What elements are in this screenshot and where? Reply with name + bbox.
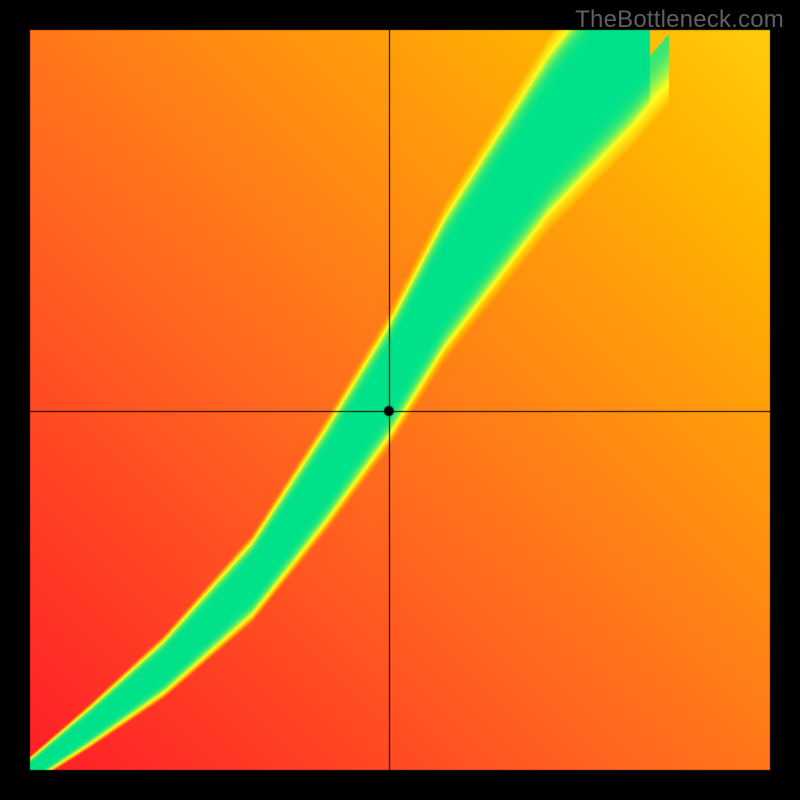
bottleneck-heatmap — [0, 0, 800, 800]
watermark-text: TheBottleneck.com — [575, 6, 784, 34]
